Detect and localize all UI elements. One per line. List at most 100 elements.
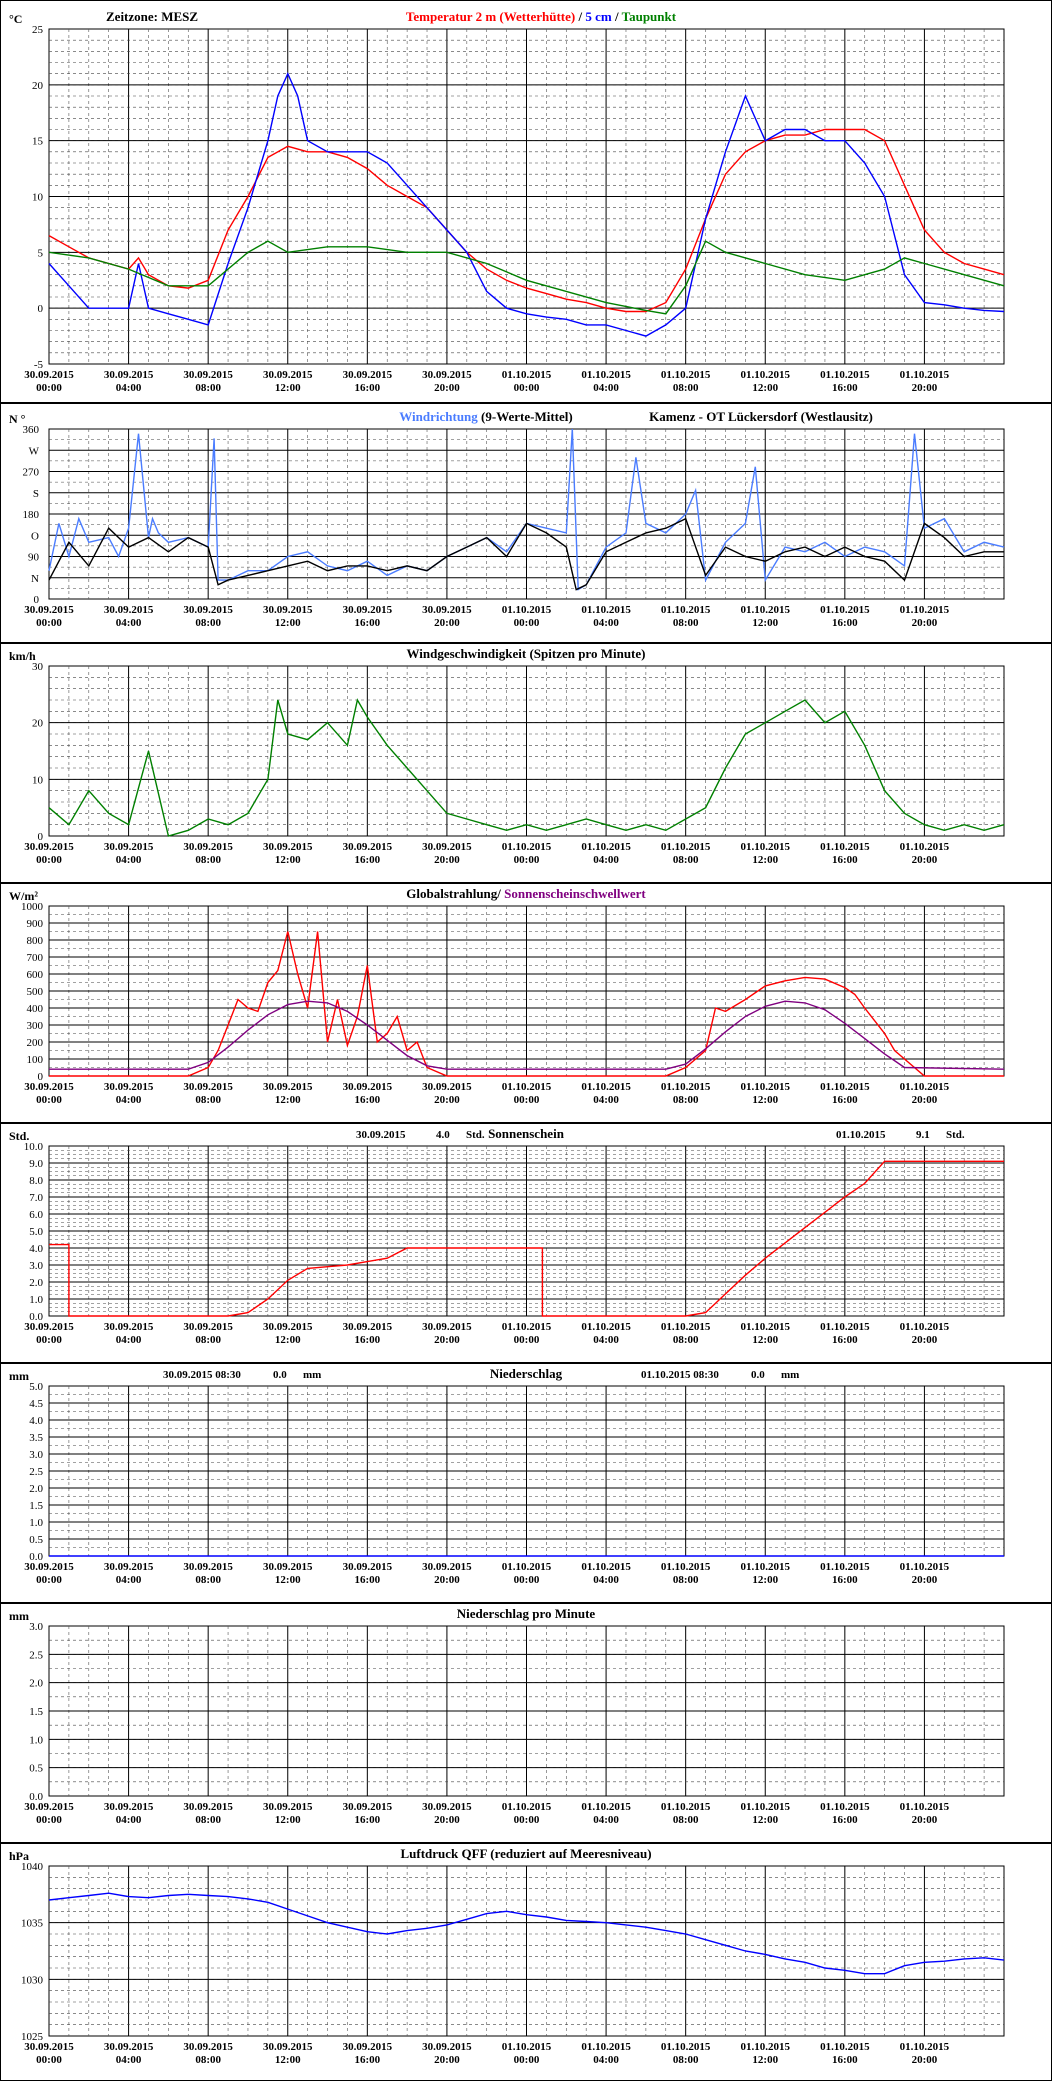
x-tick-date: 01.10.2015 [741, 1801, 791, 1813]
y-tick-label: 3.0 [29, 1260, 43, 1272]
x-tick-time: 00:00 [514, 854, 540, 866]
wind-direction-panel: 360 W 270 S 180 O 90 N 0 30.09.2015 00:00 30.09.201… [0, 403, 1052, 643]
x-tick-time: 04:00 [593, 854, 619, 866]
chart-title: Niederschlag [490, 1366, 563, 1381]
x-tick-date: 30.09.2015 [422, 2041, 472, 2053]
day-total-unit: mm [303, 1369, 321, 1381]
x-tick-date: 01.10.2015 [900, 1561, 950, 1573]
x-tick-time: 00:00 [514, 1334, 540, 1346]
chart-title: Luftdruck QFF (reduziert auf Meeresnivea… [400, 1846, 651, 1861]
x-tick-date: 01.10.2015 [820, 604, 870, 616]
x-tick-time: 12:00 [275, 1094, 301, 1106]
y-tick-label: 4.0 [29, 1415, 43, 1427]
y-tick-label: 1030 [21, 1974, 44, 1986]
x-tick-date: 01.10.2015 [581, 369, 631, 381]
x-tick-date: 01.10.2015 [820, 2041, 870, 2053]
x-tick-date: 01.10.2015 [502, 1801, 552, 1813]
x-tick-time: 08:00 [195, 1334, 221, 1346]
sunshine-chart: 0.0 1.0 2.0 3.0 4.0 5.0 6.0 7.0 8.0 9.0 10.0 30.09.… [9, 1126, 1005, 1346]
x-tick-date: 30.09.2015 [24, 2041, 74, 2053]
x-tick-date: 01.10.2015 [581, 604, 631, 616]
x-tick-date: 30.09.2015 [104, 1801, 154, 1813]
chart-title: Globalstrahlung/ Sonnenscheinschwellwert [406, 886, 646, 901]
y-tick-label: 600 [27, 969, 44, 981]
y-tick-label: 10 [32, 774, 44, 786]
x-tick-date: 01.10.2015 [741, 369, 791, 381]
title-part: / [612, 9, 622, 24]
x-tick-date: 01.10.2015 [900, 369, 950, 381]
title-part: Windrichtung [399, 409, 478, 424]
title-part: 5 cm [585, 9, 612, 24]
temperature-chart: -5051015202530.09.201500:0030.09.201504:… [9, 9, 1005, 394]
x-tick-time: 16:00 [354, 2054, 380, 2066]
x-tick-date: 30.09.2015 [422, 1321, 472, 1333]
x-tick-time: 08:00 [195, 1094, 221, 1106]
series-line-sonnenscheinschwellwert [49, 1000, 1005, 1070]
unit-label: hPa [9, 1849, 29, 1863]
x-tick-time: 00:00 [36, 1574, 62, 1586]
x-tick-time: 04:00 [593, 1094, 619, 1106]
x-tick-date: 01.10.2015 [900, 1801, 950, 1813]
x-tick-time: 04:00 [593, 617, 619, 629]
x-tick-date: 30.09.2015 [263, 1801, 313, 1813]
y-tick-label: 0.0 [29, 1551, 43, 1563]
x-tick-time: 12:00 [752, 1574, 778, 1586]
x-tick-date: 30.09.2015 [343, 841, 393, 853]
x-tick-date: 01.10.2015 [661, 1561, 711, 1573]
y-tick-label: W [29, 445, 40, 457]
x-tick-date: 01.10.2015 [661, 1321, 711, 1333]
y-tick-label: 0.0 [29, 1791, 43, 1803]
x-tick-time: 12:00 [275, 1334, 301, 1346]
x-tick-date: 01.10.2015 [820, 1081, 870, 1093]
series-line-9-werte-mittel [48, 517, 1004, 591]
x-tick-date: 30.09.2015 [104, 841, 154, 853]
day-total-date: 30.09.2015 [356, 1129, 406, 1141]
series-line-windrichtung [48, 428, 1005, 591]
timezone-label: Zeitzone: MESZ [106, 9, 198, 24]
x-tick-date: 30.09.2015 [343, 369, 393, 381]
x-tick-date: 30.09.2015 [24, 1561, 74, 1573]
y-tick-label: 1000 [21, 901, 44, 913]
x-tick-date: 30.09.2015 [104, 1561, 154, 1573]
y-tick-label: 400 [27, 1003, 44, 1015]
y-tick-label: 5.0 [29, 1226, 43, 1238]
x-tick-date: 30.09.2015 [104, 2041, 154, 2053]
x-tick-time: 16:00 [832, 1574, 858, 1586]
x-tick-time: 12:00 [752, 1814, 778, 1826]
y-tick-label: 0 [38, 831, 44, 843]
x-tick-date: 01.10.2015 [661, 604, 711, 616]
x-tick-time: 00:00 [36, 854, 62, 866]
y-tick-label: 7.0 [29, 1192, 43, 1204]
station-location: Kamenz - OT Lückersdorf (Westlausitz) [649, 409, 873, 424]
x-tick-time: 04:00 [116, 2054, 142, 2066]
x-tick-time: 20:00 [434, 1334, 460, 1346]
y-tick-label: 300 [27, 1020, 44, 1032]
x-tick-time: 00:00 [514, 382, 540, 394]
x-tick-date: 30.09.2015 [422, 604, 472, 616]
y-tick-label: 20 [32, 718, 44, 730]
y-tick-label: 0 [38, 1071, 44, 1083]
x-tick-time: 00:00 [514, 1574, 540, 1586]
x-tick-time: 12:00 [752, 1334, 778, 1346]
x-tick-time: 12:00 [275, 2054, 301, 2066]
x-tick-date: 01.10.2015 [502, 604, 552, 616]
x-tick-date: 01.10.2015 [581, 841, 631, 853]
unit-label: mm [9, 1609, 29, 1623]
x-tick-time: 20:00 [434, 382, 460, 394]
y-tick-label: 1.0 [29, 1517, 43, 1529]
x-tick-date: 30.09.2015 [263, 604, 313, 616]
x-tick-time: 00:00 [36, 617, 62, 629]
sunshine-panel: 0.0 1.0 2.0 3.0 4.0 5.0 6.0 7.0 8.0 9.0 10.0 30.09.… [0, 1123, 1052, 1363]
x-tick-date: 30.09.2015 [24, 369, 74, 381]
x-tick-date: 01.10.2015 [900, 604, 950, 616]
x-tick-time: 16:00 [354, 1094, 380, 1106]
pressure-panel: 1025 1030 1035 1040 30.09.2015 00:00 30.09.201… [0, 1843, 1052, 2081]
x-tick-date: 01.10.2015 [820, 1561, 870, 1573]
unit-label: W/m² [9, 889, 38, 903]
x-tick-time: 12:00 [752, 2054, 778, 2066]
x-tick-time: 12:00 [275, 617, 301, 629]
y-tick-label: 15 [32, 136, 44, 148]
x-tick-time: 08:00 [195, 2054, 221, 2066]
x-tick-date: 01.10.2015 [581, 2041, 631, 2053]
x-tick-time: 16:00 [354, 617, 380, 629]
